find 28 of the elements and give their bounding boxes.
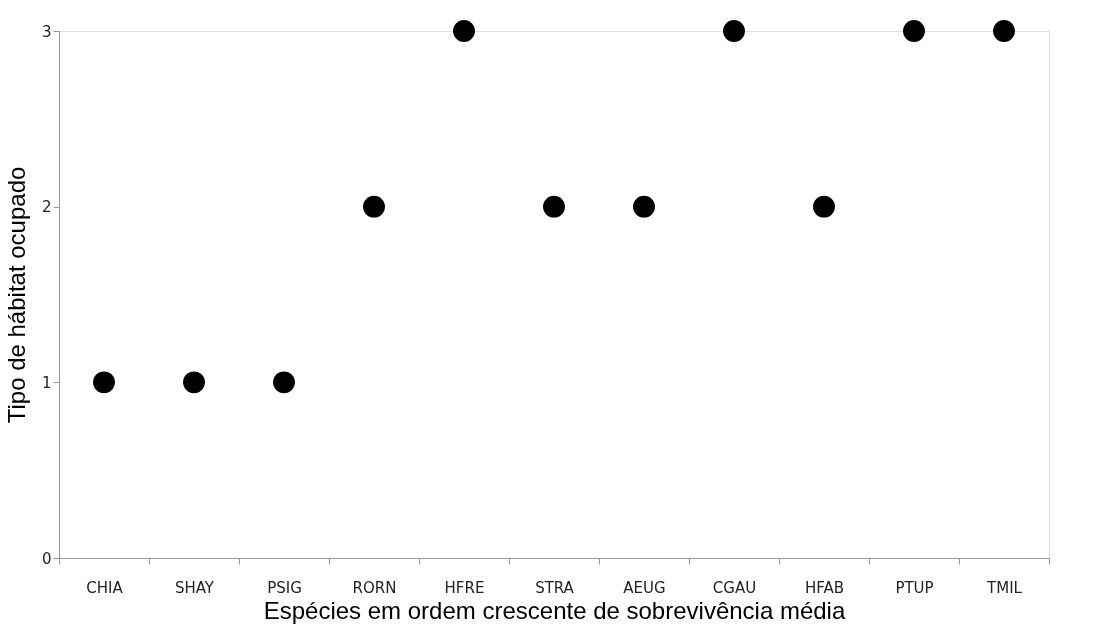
point: [453, 20, 475, 42]
x-tick-label: CGAU: [712, 578, 757, 597]
x-axis-title: Espécies em ordem crescente de sobrevivência média: [263, 596, 846, 624]
x-tick-label: HFRE: [444, 578, 485, 597]
y-axis-title: Tipo de hábitat ocupado: [2, 166, 30, 424]
x-tick-label: PTUP: [895, 578, 934, 597]
x-tick-label: PSIG: [267, 578, 302, 597]
x-tick-label: STRA: [535, 578, 575, 597]
x-tick-label: HFAB: [804, 578, 845, 597]
point: [273, 371, 295, 394]
y-tick-label: 0: [41, 549, 52, 568]
x-tick-label: CHIA: [86, 578, 124, 597]
x-tick-label: TMIL: [986, 578, 1023, 597]
y-tick-label: 1: [41, 373, 52, 392]
x-tick-label: RORN: [352, 578, 397, 597]
point: [93, 371, 115, 394]
point: [723, 20, 745, 42]
point: [993, 20, 1015, 42]
point: [183, 371, 205, 394]
y-tick-label: 3: [41, 22, 52, 41]
point: [813, 195, 835, 218]
x-tick-label: AEUG: [623, 578, 666, 597]
point: [363, 195, 385, 218]
point: [903, 20, 925, 42]
x-tick-label: SHAY: [174, 578, 215, 597]
point: [633, 195, 655, 218]
point: [543, 195, 565, 218]
y-tick-label: 2: [41, 198, 52, 217]
